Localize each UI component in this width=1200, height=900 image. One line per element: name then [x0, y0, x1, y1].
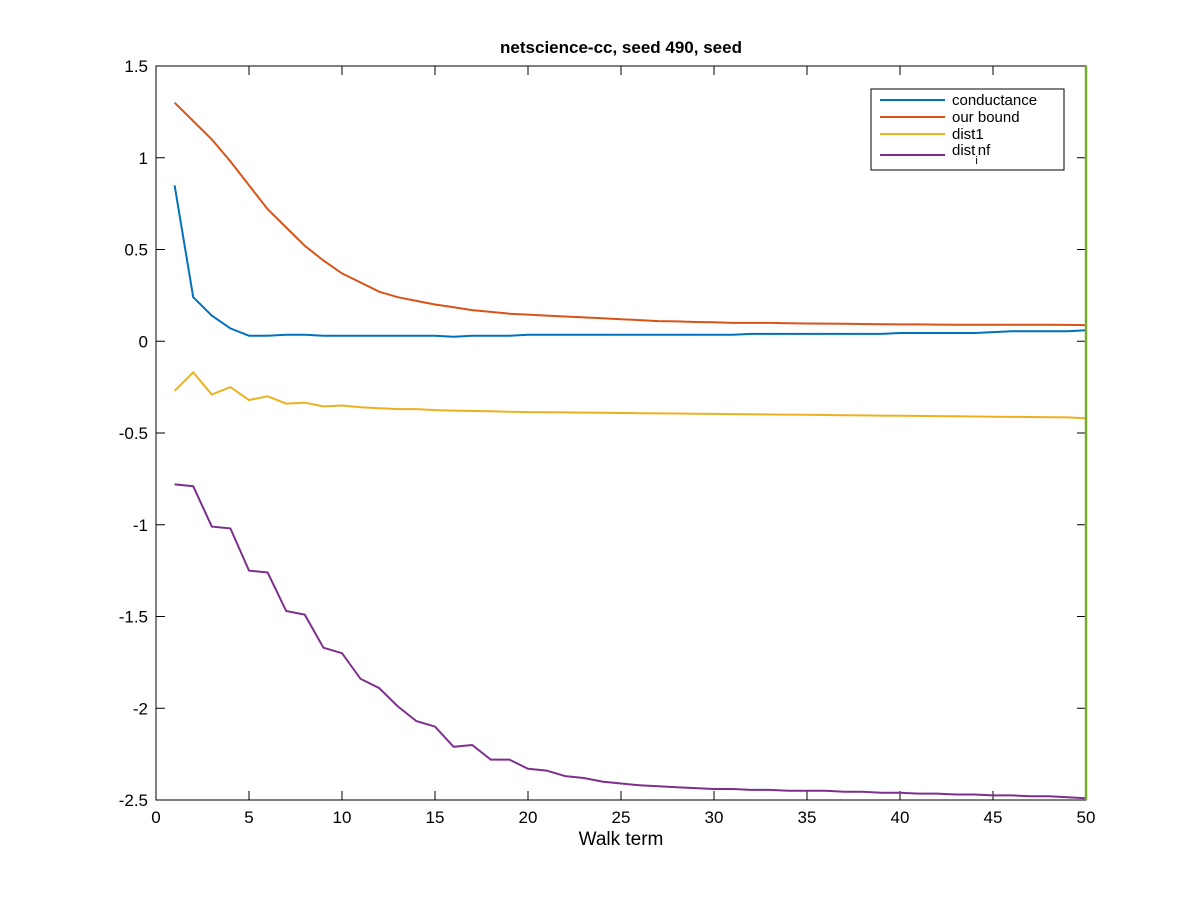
x-tick-label: 35 — [798, 808, 817, 827]
series-line-conductance — [173, 185, 1087, 338]
plot-area: 0 5 10 15 20 25 30 35 40 45 50 -2.5 -2 -1.5 -1 -0.5 0 0.5… — [119, 57, 1096, 827]
legend-label-dist-inf-sub: i — [975, 155, 977, 167]
x-tick-label: 0 — [151, 808, 160, 827]
series-line-dist-inf — [174, 483, 1087, 800]
y-tick-label: -1.5 — [119, 608, 148, 627]
legend-label-dist-inf-main: dist — [952, 142, 976, 159]
y-tick-label: -2 — [133, 699, 148, 718]
x-tick-label: 45 — [984, 808, 1003, 827]
x-tick-label: 30 — [705, 808, 724, 827]
x-axis-label: Walk term — [579, 829, 664, 850]
legend-label-dist1: dist1 — [952, 126, 984, 143]
series-line-our-bound — [173, 101, 1087, 327]
legend-box — [870, 88, 1065, 171]
legend-label-conductance: conductance — [952, 92, 1037, 109]
axes-box — [155, 65, 1087, 801]
x-tick-label: 5 — [244, 808, 253, 827]
y-tick-label: 1.5 — [124, 57, 148, 76]
y-tick-label: -2.5 — [119, 791, 148, 810]
legend-label-dist-inf-tail: nf — [978, 142, 991, 159]
x-tick-label: 50 — [1077, 808, 1096, 827]
legend-label-our-bound: our bound — [952, 109, 1020, 126]
x-tick-label: 25 — [612, 808, 631, 827]
chart-title: netscience-cc, seed 490, seed — [500, 38, 742, 57]
x-tick-label: 10 — [333, 808, 352, 827]
series-line-dist1 — [173, 370, 1087, 420]
y-tick-label: -0.5 — [119, 424, 148, 443]
legend-label-dist-inf: distinf — [952, 142, 991, 167]
legend: conductance our bound dist1 distinf — [870, 88, 1065, 171]
x-tick-label: 20 — [519, 808, 538, 827]
y-tick-label: -1 — [133, 516, 148, 535]
x-tick-label: 40 — [891, 808, 910, 827]
y-tick-label: 0 — [139, 332, 148, 351]
y-tick-label: 1 — [139, 149, 148, 168]
y-tick-label: 0.5 — [124, 241, 148, 260]
x-tick-label: 15 — [426, 808, 445, 827]
